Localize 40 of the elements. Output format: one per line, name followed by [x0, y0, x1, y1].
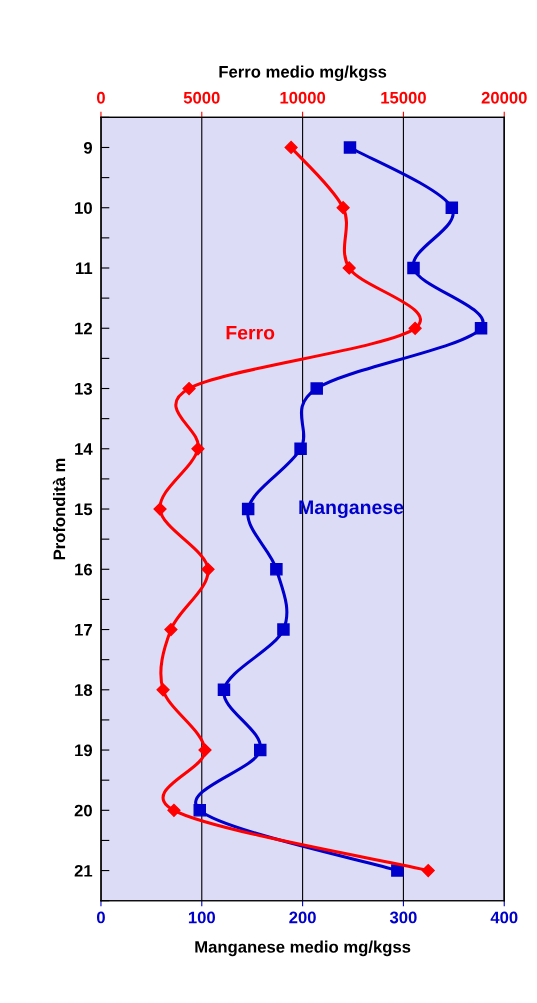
x-tick-label: 300	[389, 911, 417, 924]
y-tick-label: 15	[75, 503, 93, 516]
y-tick-label: 19	[75, 744, 93, 757]
point	[241, 502, 255, 516]
point	[391, 864, 404, 877]
series-label: Ferro	[226, 325, 275, 340]
x2-tick-label: 5000	[183, 91, 220, 104]
y-tick-label: 17	[75, 624, 92, 636]
y-tick-label: 10	[75, 202, 92, 214]
y-tick-label: 21	[74, 864, 93, 877]
point	[407, 261, 420, 275]
y-tick-label: 9	[83, 141, 93, 154]
x2-tick-label: 15000	[381, 91, 426, 104]
point	[343, 141, 357, 154]
x-tick-label: 200	[289, 911, 316, 924]
point	[474, 322, 488, 335]
y-tick-label: 14	[75, 443, 93, 455]
x2-tick-label: 0	[96, 91, 105, 104]
x2-axis-title: Ferro medio mg/kgss	[219, 65, 387, 82]
point	[270, 563, 283, 576]
point	[254, 743, 267, 757]
point	[277, 623, 290, 636]
point	[193, 804, 207, 817]
y-axis-title: Profondità m	[52, 458, 66, 560]
y-tick-label: 12	[75, 322, 92, 335]
y-tick-label: 11	[76, 262, 93, 275]
y-tick-label: 13	[75, 382, 93, 395]
point	[445, 201, 459, 214]
y-tick-label: 16	[75, 563, 93, 576]
y-tick-label: 20	[74, 804, 92, 817]
x-tick-label: 400	[490, 911, 518, 924]
x-tick-label: 0	[96, 911, 105, 924]
y-tick-label: 18	[75, 684, 93, 696]
point	[217, 683, 231, 697]
x2-tick-label: 20000	[481, 91, 527, 104]
x-tick-label: 100	[188, 911, 215, 924]
x-axis-title: Manganese medio mg/kgss	[195, 940, 411, 957]
point	[294, 442, 307, 456]
x2-tick-label: 10000	[280, 91, 326, 104]
point	[310, 382, 323, 395]
